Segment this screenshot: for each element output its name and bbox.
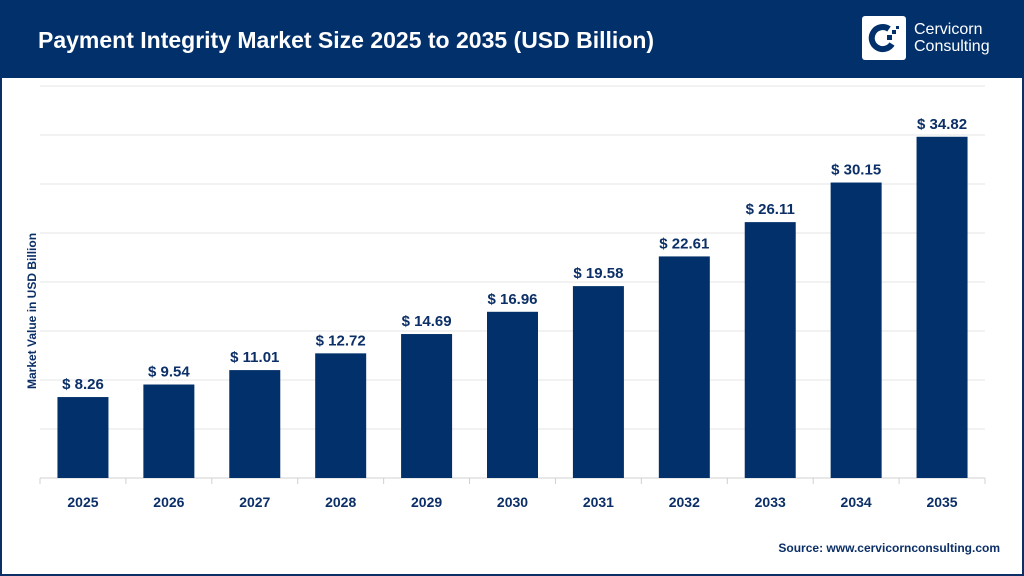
logo-text-line2: Consulting	[914, 38, 990, 55]
data-label: $ 26.11	[746, 201, 795, 218]
x-tick-label: 2034	[841, 494, 872, 510]
x-tick-label: 2033	[755, 494, 786, 510]
bar-2034	[830, 182, 882, 478]
x-tick-label: 2031	[583, 494, 614, 510]
data-label: $ 9.54	[148, 364, 190, 381]
data-label: $ 34.82	[917, 116, 967, 133]
data-label: $ 12.72	[316, 332, 366, 349]
chart-title: Payment Integrity Market Size 2025 to 20…	[38, 27, 655, 53]
data-label: $ 19.58	[573, 265, 623, 282]
bar-2033	[744, 222, 796, 478]
x-tick-label: 2035	[926, 494, 957, 510]
bar-2027	[229, 370, 281, 478]
logo: Cervicorn Consulting	[862, 16, 990, 60]
data-label: $ 30.15	[831, 162, 881, 179]
bar-2026	[143, 384, 195, 478]
y-axis-label: Market Value in USD Billion	[25, 233, 39, 389]
bar-2030	[487, 311, 538, 478]
x-tick-label: 2028	[325, 494, 356, 510]
data-label: $ 16.96	[487, 291, 537, 308]
bar-2035	[916, 136, 968, 479]
bar-2028	[315, 353, 367, 478]
data-label: $ 8.26	[62, 376, 104, 393]
bar-2032	[658, 256, 710, 478]
source-note: Source: www.cervicornconsulting.com	[778, 541, 1000, 555]
data-label: $ 11.01	[230, 349, 279, 366]
bar-2025	[57, 397, 109, 478]
header-banner: Payment Integrity Market Size 2025 to 20…	[0, 0, 1024, 78]
x-tick-label: 2027	[239, 494, 270, 510]
data-label: $ 22.61	[659, 235, 709, 252]
x-tick-label: 2025	[67, 494, 98, 510]
x-tick-label: 2029	[411, 494, 442, 510]
data-label: $ 14.69	[402, 313, 452, 330]
x-tick-label: 2026	[153, 494, 184, 510]
bar-2031	[572, 286, 624, 478]
logo-text-line1: Cervicorn	[914, 21, 983, 38]
bar-2029	[401, 334, 453, 478]
logo-icon	[862, 16, 906, 60]
x-tick-label: 2030	[497, 494, 528, 510]
x-tick-label: 2032	[669, 494, 700, 510]
